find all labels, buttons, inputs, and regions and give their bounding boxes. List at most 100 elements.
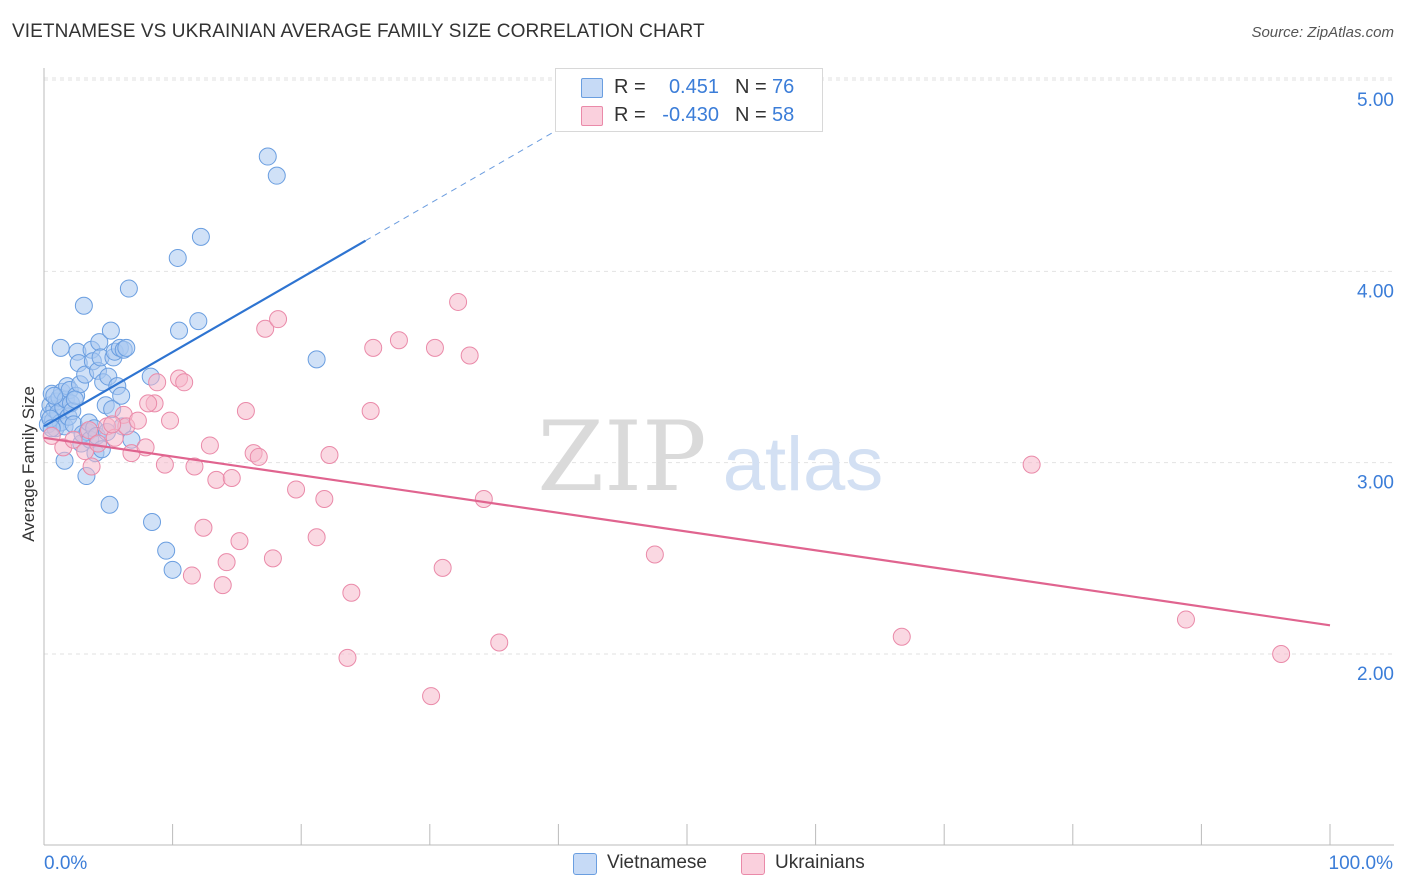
watermark-atlas: atlas [723, 422, 884, 507]
vietnamese-point [258, 147, 277, 166]
stats-row-vietnamese: R = 0.451 N = 76 [556, 72, 822, 102]
ukrainian-point [320, 446, 339, 465]
ukrainians-swatch [581, 106, 603, 126]
n-value: 76 [772, 76, 795, 98]
ukrainian-point [892, 627, 911, 646]
y-tick-label: 5.00 [1357, 90, 1394, 111]
y-tick-label: 2.00 [1357, 664, 1394, 685]
vietnamese-point [307, 350, 326, 369]
ukrainian-point [103, 415, 122, 434]
stats-legend-box: R = 0.451 N = 76 R = -0.430 N = 58 [555, 68, 823, 132]
vietnamese-point [101, 321, 120, 340]
ukrainian-point [364, 338, 383, 357]
ukrainian-point [148, 373, 167, 392]
vietnamese-legend-swatch [573, 853, 597, 875]
ukrainian-point [315, 490, 334, 509]
grid-layer [44, 77, 1394, 655]
ukrainian-point [490, 633, 509, 652]
y-tick-label: 3.00 [1357, 473, 1394, 494]
ukrainian-point [287, 480, 306, 499]
legend-item-vietnamese[interactable]: Vietnamese [573, 851, 733, 877]
ukrainian-point [263, 549, 282, 568]
ukrainian-point [342, 583, 361, 602]
chart-title: VIETNAMESE VS UKRAINIAN AVERAGE FAMILY S… [12, 21, 705, 42]
points-layer [38, 147, 1291, 706]
ukrainian-point [230, 532, 249, 551]
vietnamese-point [45, 386, 64, 405]
ukrainian-point [449, 292, 468, 311]
ukrainian-point [269, 310, 288, 329]
ukrainian-point [361, 402, 380, 421]
ukrainian-point [155, 455, 174, 474]
ukrainian-point [474, 490, 493, 509]
ukrainian-point [175, 373, 194, 392]
ukrainian-point [217, 553, 236, 572]
ukrainian-point [1022, 455, 1041, 474]
vietnamese-point [191, 227, 210, 246]
vietnamese-point [189, 312, 208, 331]
ukrainian-point [207, 470, 226, 489]
vietnamese-point [74, 296, 93, 315]
ukrainian-point [236, 402, 255, 421]
n-label: N = [735, 104, 767, 126]
ukrainian-point [1272, 645, 1291, 663]
vietnamese-trend-line [43, 239, 367, 428]
ukrainian-point [425, 338, 444, 357]
y-tick-label: 4.00 [1357, 281, 1394, 302]
r-label: R = [614, 76, 646, 98]
ukrainian-point [422, 687, 441, 706]
ukrainian-point [307, 528, 326, 547]
vietnamese-point [163, 560, 182, 579]
ukrainian-point [256, 319, 275, 338]
n-value: 58 [772, 104, 795, 126]
vietnamese-point [51, 338, 70, 357]
vietnamese-point [100, 495, 119, 514]
ukrainian-point [89, 434, 108, 453]
ukrainian-point [460, 346, 479, 365]
vietnamese-point [170, 321, 189, 340]
legend-item-ukrainians[interactable]: Ukrainians [741, 851, 901, 877]
stats-row-ukrainians: R = -0.430 N = 58 [556, 100, 822, 130]
ukrainian-point [249, 447, 268, 466]
ukrainian-point [194, 518, 213, 537]
vietnamese-trend-extension [365, 114, 585, 242]
r-label: R = [614, 104, 646, 126]
x-tick-label: 0.0% [44, 853, 87, 874]
watermark-zip: ZIP [537, 401, 706, 513]
source-label: Source: ZipAtlas.com [1251, 24, 1394, 41]
ukrainian-point [64, 430, 83, 449]
vietnamese-point [168, 248, 187, 267]
vietnamese-point [112, 386, 131, 405]
ukrainian-point [222, 468, 241, 487]
ukrainian-point [200, 436, 219, 455]
n-label: N = [735, 76, 767, 98]
trend-layer [43, 114, 1331, 627]
ukrainian-point [128, 411, 147, 430]
vietnamese-point [267, 166, 286, 185]
ukrainian-point [1176, 610, 1195, 629]
vietnamese-swatch [581, 78, 603, 98]
ukrainian-point [213, 576, 232, 595]
y-axis-title: Average Family Size [19, 386, 38, 542]
ukrainian-trend-line [43, 436, 1331, 627]
ukrainian-point [645, 545, 664, 564]
ukrainian-point [161, 411, 180, 430]
ukrainian-point [389, 331, 408, 350]
r-value: 0.451 [668, 76, 719, 98]
ukrainian-point [185, 457, 204, 476]
ukrainians-legend-swatch [741, 853, 765, 875]
ukrainian-point [80, 421, 99, 440]
ukrainian-point [182, 566, 201, 585]
vietnamese-point [157, 541, 176, 560]
legend-label: Ukrainians [775, 852, 865, 873]
r-value: -0.430 [662, 104, 719, 126]
vietnamese-point [117, 338, 136, 357]
ukrainian-point [139, 394, 158, 413]
ukrainian-point [338, 648, 357, 667]
ukrainian-point [433, 558, 452, 577]
x-tick-label: 100.0% [1329, 853, 1394, 874]
axis-layer: 2.00 3.00 4.00 5.00 0.0% 100.0% [43, 68, 1394, 874]
vietnamese-point [119, 279, 138, 298]
vietnamese-point [143, 512, 162, 531]
legend-label: Vietnamese [607, 852, 707, 873]
